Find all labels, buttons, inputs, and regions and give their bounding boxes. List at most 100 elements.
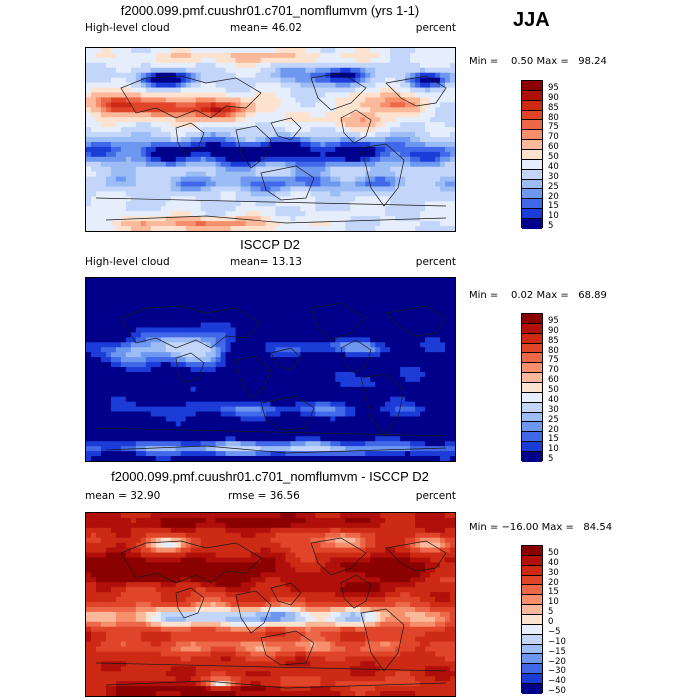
map-cell (135, 396, 142, 403)
map-cell (110, 72, 117, 79)
map-cell (250, 297, 257, 304)
map-cell (270, 52, 277, 59)
map-cell (365, 82, 371, 89)
map-cell (200, 48, 207, 54)
map-cell (355, 376, 361, 383)
map-cell (170, 48, 177, 54)
map-cell (140, 332, 147, 338)
map-cell (395, 216, 401, 222)
map-cell (415, 67, 421, 74)
map-cell (310, 312, 316, 319)
map-cell (185, 77, 192, 84)
map-cell (275, 92, 282, 99)
map-cell (95, 112, 102, 118)
map-cell (130, 396, 137, 403)
map-cell (365, 297, 371, 304)
map-cell (270, 48, 277, 54)
map-cell (145, 176, 152, 183)
map-cell (340, 216, 346, 222)
map-cell (380, 72, 386, 79)
map-cell (355, 132, 361, 138)
map-cell (310, 371, 316, 378)
map-cell (220, 362, 227, 368)
map-cell (285, 107, 292, 113)
map-cell (410, 176, 416, 183)
map-cell (165, 107, 172, 113)
map-cell (345, 196, 351, 202)
map-cell (120, 132, 127, 138)
map-cell (255, 421, 262, 427)
map-cell (290, 107, 297, 113)
map-cell (200, 77, 207, 84)
map-cell (120, 347, 127, 353)
map-cell (425, 226, 431, 231)
map-cell (135, 352, 142, 358)
map-cell (225, 211, 232, 217)
map-cell (295, 82, 302, 89)
map-cell (260, 416, 267, 423)
map-cell (380, 196, 386, 202)
map-cell (450, 287, 455, 294)
map-cell (90, 282, 97, 289)
map-cell (175, 97, 182, 104)
map-cell (235, 146, 242, 153)
map-cell (320, 186, 326, 193)
map-cell (325, 146, 331, 153)
map-cell (250, 112, 257, 118)
map-cell (150, 406, 157, 413)
colorbar-level-label: 30 (548, 171, 559, 182)
map-cell (155, 297, 162, 304)
map-cell (405, 282, 411, 289)
map-cell (290, 391, 297, 398)
map-cell (265, 127, 272, 133)
map-cell (215, 52, 222, 59)
map-cell (120, 87, 127, 94)
map-cell (400, 362, 406, 368)
map-cell (185, 72, 192, 79)
map-cell (325, 132, 331, 138)
map-cell (430, 191, 436, 197)
map-cell (105, 386, 112, 393)
map-cell (380, 342, 386, 348)
map-cell (385, 216, 391, 222)
map-cell (130, 132, 137, 138)
map-cell (200, 278, 207, 284)
map-cell (275, 307, 282, 314)
map-cell (265, 87, 272, 94)
map-cell (170, 367, 177, 373)
map-cell (145, 322, 152, 329)
map-cell (250, 226, 257, 231)
map-cell (410, 396, 416, 403)
map-cell (380, 176, 386, 183)
map-cell (235, 151, 242, 158)
map-cell (285, 87, 292, 94)
map-cell (395, 48, 401, 54)
map-cell (280, 112, 287, 118)
map-cell (325, 211, 331, 217)
map-cell (210, 327, 217, 334)
map-cell (440, 92, 446, 99)
map-cell (445, 48, 451, 54)
map-cell (410, 362, 416, 368)
map-cell (105, 362, 112, 368)
map-cell (295, 312, 302, 319)
map-cell (230, 196, 237, 202)
map-cell (115, 317, 122, 324)
map-cell (160, 292, 167, 299)
map-cell (265, 82, 272, 89)
coastline (175, 122, 205, 154)
map-cell (355, 371, 361, 378)
map-cell (185, 297, 192, 304)
map-cell (125, 371, 132, 378)
map-cell (410, 376, 416, 383)
map-cell (200, 97, 207, 104)
map-cell (375, 211, 381, 217)
map-cell (225, 191, 232, 197)
map-cell (250, 322, 257, 329)
map-cell (335, 362, 341, 368)
panel-title: ISCCP D2 (240, 237, 300, 252)
map-cell (420, 48, 426, 54)
map-cell (215, 146, 222, 153)
map-cell (255, 72, 262, 79)
map-cell (215, 62, 222, 69)
